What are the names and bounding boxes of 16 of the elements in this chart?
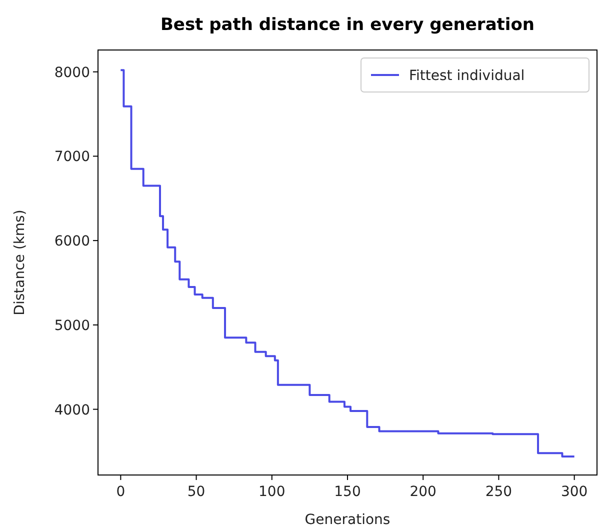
x-tick-label: 300 (560, 484, 588, 500)
x-axis-title: Generations (304, 512, 390, 528)
x-tick-label: 50 (187, 484, 206, 500)
y-tick-label: 8000 (54, 64, 90, 81)
y-tick-label: 6000 (54, 234, 90, 250)
x-tick-label: 150 (334, 484, 361, 500)
y-tick-label: 5000 (54, 318, 90, 334)
x-tick-label: 0 (116, 484, 126, 500)
chart-title: Best path distance in every generation (160, 15, 535, 35)
x-tick-label: 100 (258, 484, 286, 500)
legend-label: Fittest individual (409, 68, 525, 84)
x-tick-label: 250 (485, 484, 512, 500)
y-tick-label: 4000 (54, 402, 90, 418)
y-tick-label: 7000 (54, 149, 90, 166)
x-tick-label: 200 (410, 484, 436, 500)
y-axis-title: Distance (kms) (12, 210, 28, 316)
